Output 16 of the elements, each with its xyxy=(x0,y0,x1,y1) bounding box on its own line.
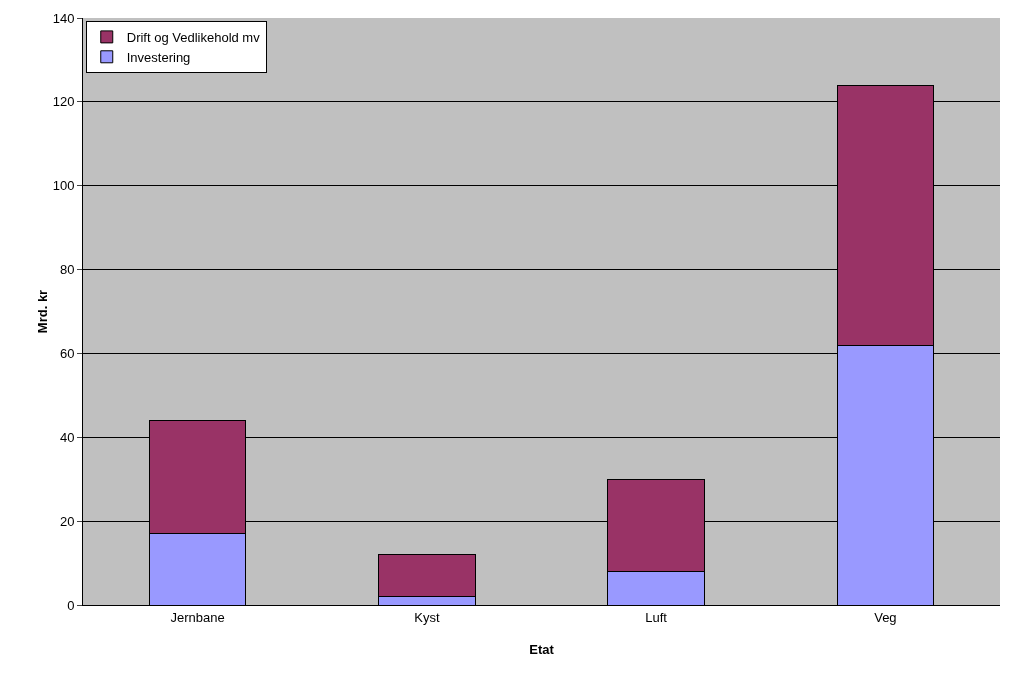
y-tick-label: 100 xyxy=(52,178,75,194)
legend-label: Investering xyxy=(126,49,191,65)
y-tick-label: 20 xyxy=(59,513,75,529)
x-tick-label: Veg xyxy=(874,609,897,625)
y-tick-label: 120 xyxy=(52,94,75,110)
x-tick-label: Luft xyxy=(645,609,668,625)
y-tick-label: 40 xyxy=(59,429,75,445)
x-tick-label: Kyst xyxy=(414,609,440,625)
y-tick-label: 60 xyxy=(59,345,75,361)
y-axis-title: Mrd. kr xyxy=(35,289,50,334)
legend-label: Drift og Vedlikehold mv xyxy=(126,29,261,45)
x-axis-title: Etat xyxy=(529,642,555,657)
y-tick-label: 80 xyxy=(59,262,75,278)
y-tick-label: 0 xyxy=(67,597,75,613)
y-tick-label: 140 xyxy=(52,10,75,26)
x-tick-label: Jernbane xyxy=(170,609,225,625)
